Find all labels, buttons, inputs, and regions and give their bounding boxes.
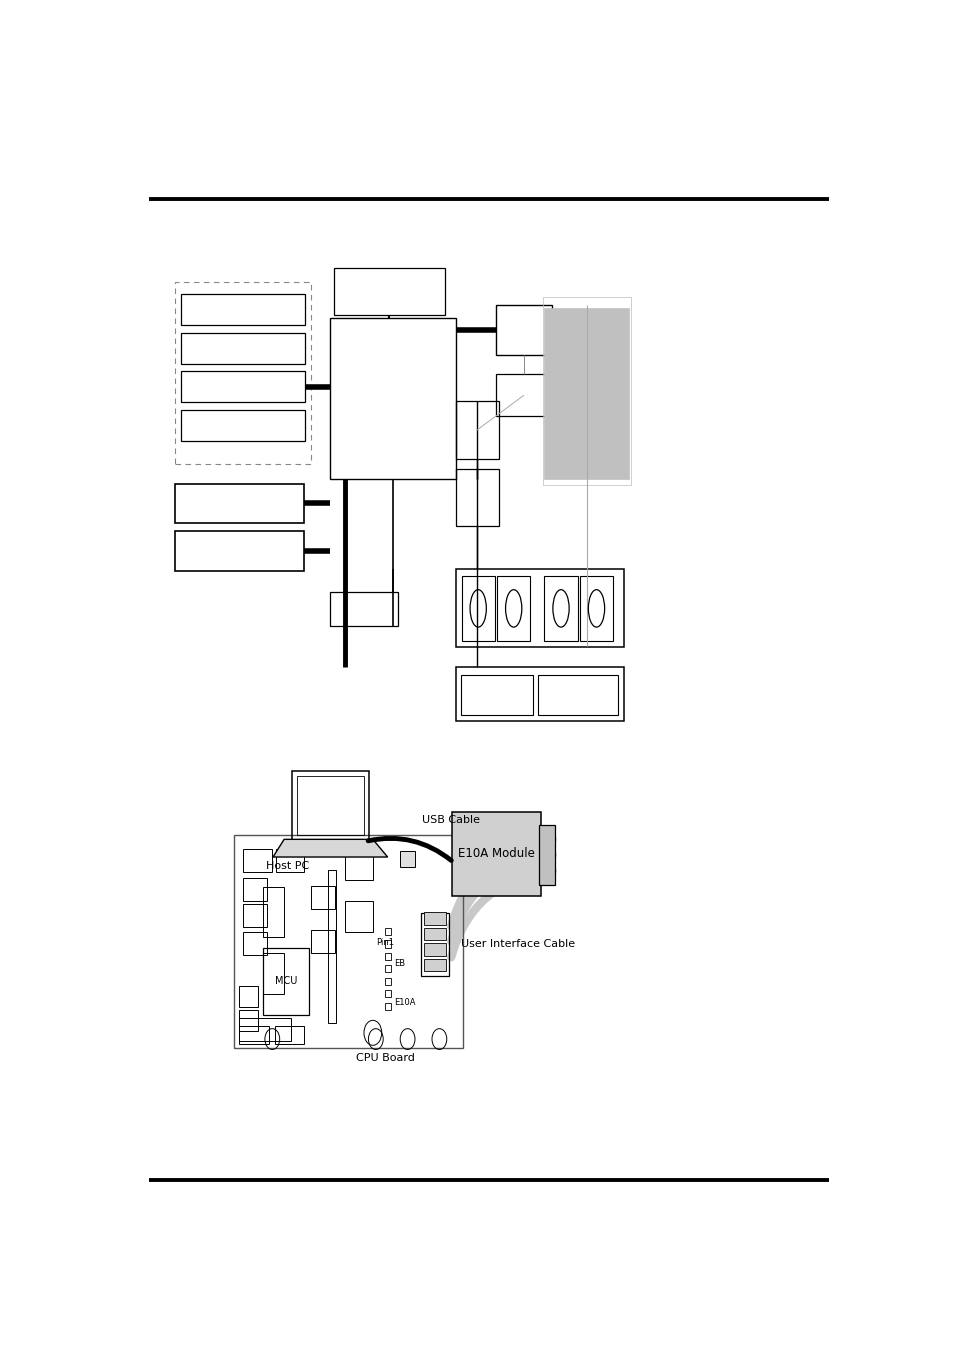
- Bar: [385, 990, 390, 997]
- Bar: [537, 676, 618, 715]
- Bar: [452, 812, 540, 896]
- Bar: [263, 952, 284, 994]
- Bar: [174, 282, 311, 463]
- Bar: [456, 569, 623, 647]
- Text: Host PC: Host PC: [265, 861, 309, 871]
- Bar: [344, 848, 373, 880]
- Bar: [544, 308, 629, 480]
- Bar: [400, 851, 415, 867]
- Bar: [174, 484, 304, 523]
- Text: USB Cable: USB Cable: [422, 815, 480, 824]
- Bar: [274, 1025, 304, 1044]
- Bar: [180, 332, 305, 363]
- Bar: [180, 295, 305, 326]
- Text: E10A: E10A: [394, 998, 416, 1006]
- Bar: [385, 1002, 390, 1011]
- Bar: [385, 978, 390, 985]
- Bar: [180, 409, 305, 440]
- Bar: [538, 824, 555, 885]
- Bar: [334, 269, 444, 315]
- Bar: [239, 1025, 269, 1044]
- Text: E10A Module: E10A Module: [457, 847, 535, 861]
- Bar: [423, 912, 446, 924]
- Bar: [311, 929, 335, 952]
- Bar: [461, 576, 495, 640]
- Bar: [243, 848, 272, 871]
- Bar: [239, 1019, 291, 1042]
- Bar: [263, 888, 284, 938]
- Text: EB: EB: [394, 959, 405, 967]
- Bar: [344, 901, 373, 932]
- Bar: [239, 986, 257, 1006]
- Bar: [311, 886, 335, 909]
- Bar: [420, 913, 449, 975]
- Bar: [460, 676, 533, 715]
- Bar: [385, 965, 390, 973]
- Text: MCU: MCU: [274, 975, 297, 986]
- Bar: [239, 1011, 257, 1031]
- Bar: [423, 943, 446, 957]
- Bar: [385, 928, 390, 935]
- Bar: [423, 928, 446, 940]
- Bar: [456, 666, 623, 720]
- Bar: [275, 848, 304, 871]
- Text: CPU Board: CPU Board: [355, 1052, 415, 1063]
- Bar: [542, 297, 630, 485]
- Bar: [385, 952, 390, 961]
- Bar: [328, 870, 335, 1024]
- Bar: [544, 576, 577, 640]
- Text: Pin1: Pin1: [376, 938, 395, 947]
- Bar: [330, 592, 397, 626]
- Bar: [423, 959, 446, 971]
- Polygon shape: [273, 839, 387, 857]
- Bar: [496, 374, 551, 416]
- Bar: [243, 932, 267, 955]
- Bar: [263, 947, 309, 1015]
- Bar: [497, 576, 530, 640]
- Bar: [385, 940, 390, 947]
- Bar: [233, 835, 462, 1048]
- Bar: [243, 904, 267, 927]
- Bar: [243, 878, 267, 901]
- Bar: [330, 317, 456, 480]
- Bar: [579, 576, 613, 640]
- Bar: [180, 372, 305, 403]
- Bar: [456, 401, 498, 458]
- Bar: [456, 469, 498, 526]
- Bar: [174, 531, 304, 571]
- Text: User Interface Cable: User Interface Cable: [460, 939, 575, 950]
- Bar: [496, 304, 551, 354]
